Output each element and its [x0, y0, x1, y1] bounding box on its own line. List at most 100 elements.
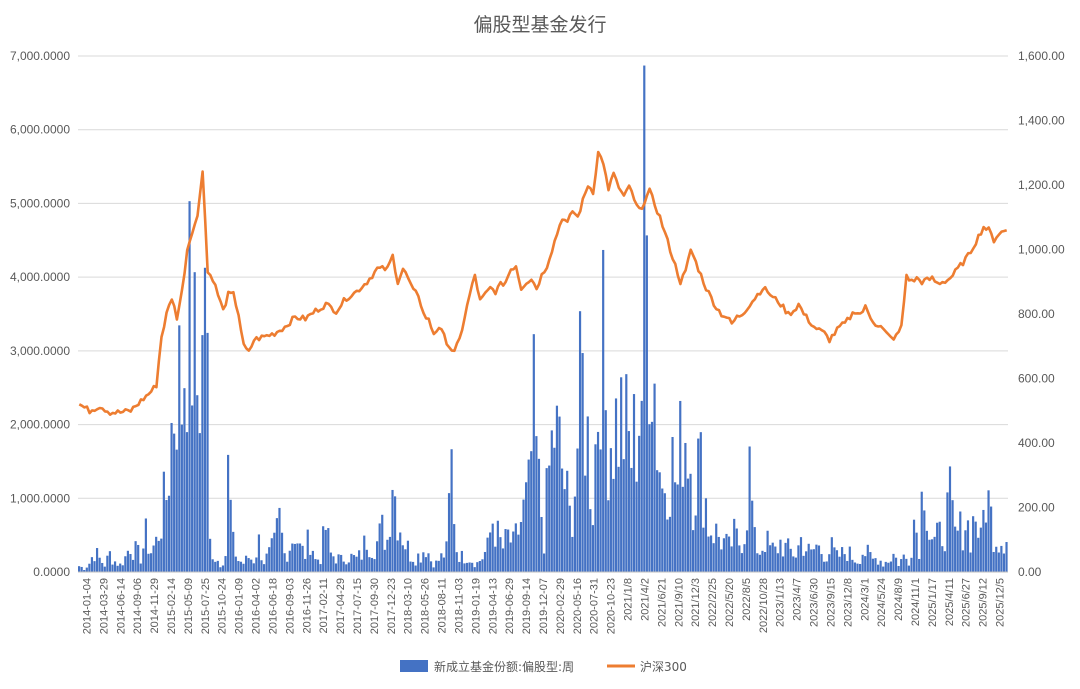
bar — [530, 451, 533, 572]
bar — [766, 530, 769, 572]
bar — [918, 558, 921, 572]
bar — [984, 522, 988, 572]
x-tick-label: 2022/2/25 — [707, 578, 719, 627]
bar — [345, 564, 348, 572]
bar — [630, 467, 633, 572]
bar — [740, 553, 744, 572]
bar — [609, 448, 612, 572]
bar — [90, 557, 94, 572]
x-tick-label: 2021/9/10 — [673, 578, 685, 627]
bar — [884, 561, 887, 572]
bar — [273, 532, 276, 572]
bar — [124, 556, 127, 572]
x-tick-label: 2023/4/7 — [792, 578, 804, 621]
bar — [735, 528, 738, 572]
bar — [992, 551, 995, 572]
bar — [306, 529, 309, 572]
bar — [406, 540, 410, 572]
bar — [131, 559, 135, 572]
bar — [712, 543, 715, 572]
bar — [972, 516, 975, 572]
bar — [833, 547, 836, 572]
bar — [879, 560, 882, 572]
bar — [830, 537, 833, 572]
bar — [342, 561, 345, 572]
bar — [250, 559, 253, 572]
bar — [548, 465, 551, 572]
bar — [689, 473, 692, 572]
bar — [789, 548, 792, 572]
left-axis: 0.0000 1,000.0000 2,000.0000 3,000.0000 4,00… — [10, 49, 70, 579]
bar — [892, 553, 895, 572]
bar — [573, 496, 577, 572]
bar — [360, 559, 363, 572]
bar — [108, 551, 112, 572]
bar — [83, 569, 86, 572]
bar — [453, 524, 456, 572]
bar — [846, 560, 849, 572]
bar — [278, 507, 281, 572]
x-tick-label: 2025/1/17 — [927, 578, 939, 627]
bar — [78, 566, 81, 572]
bar — [897, 565, 900, 572]
bar — [802, 555, 805, 572]
left-tick-label: 2,000.0000 — [10, 418, 70, 432]
bar — [98, 557, 101, 572]
bar — [219, 567, 222, 572]
bar — [478, 561, 481, 572]
x-tick-label: 2023/9/15 — [825, 578, 837, 627]
bar — [853, 562, 857, 572]
x-tick-label: 2017-12-23 — [386, 578, 398, 634]
bar — [198, 433, 201, 572]
bar — [101, 562, 104, 572]
bar — [638, 435, 641, 572]
bar — [121, 565, 124, 572]
bar — [925, 530, 928, 572]
bar — [671, 437, 674, 572]
bar — [856, 563, 859, 572]
bar — [465, 562, 469, 572]
bar — [943, 551, 946, 572]
legend-label-bars: 新成立基金份额:偏股型:周 — [434, 659, 574, 674]
bar — [432, 567, 435, 572]
bar — [396, 540, 399, 572]
x-tick-label: 2024/11/1 — [910, 578, 922, 626]
bar — [363, 535, 366, 572]
x-tick-label: 2014-09-06 — [132, 578, 144, 634]
bar — [183, 388, 186, 572]
right-tick-label: 1,000.00 — [1018, 243, 1065, 257]
bar — [378, 523, 381, 572]
bar — [147, 553, 150, 572]
x-tick-label: 2022/8/5 — [741, 578, 753, 621]
bar — [1005, 542, 1008, 572]
bar-series-fund-issuance — [78, 65, 1008, 573]
bar — [805, 551, 808, 572]
x-tick-label: 2017-09-30 — [369, 578, 381, 634]
bar — [599, 449, 602, 572]
bar — [149, 553, 153, 572]
bar — [594, 444, 597, 572]
bar — [517, 534, 520, 572]
bar — [774, 546, 777, 572]
bar — [727, 536, 731, 572]
bar — [460, 550, 463, 572]
bar — [275, 518, 279, 572]
bar — [152, 545, 155, 572]
bar — [930, 539, 934, 572]
bar — [319, 564, 322, 572]
bar — [409, 561, 412, 572]
bar — [743, 544, 746, 572]
bar — [799, 537, 803, 572]
x-tick-label: 2015-05-09 — [183, 578, 195, 634]
bar — [876, 564, 880, 572]
bar — [286, 561, 289, 572]
bar — [758, 554, 761, 572]
bar — [358, 550, 361, 572]
bar — [332, 556, 335, 572]
bar — [173, 433, 176, 572]
bar — [401, 545, 404, 572]
bar — [203, 267, 207, 572]
x-tick-label: 2020-02-29 — [555, 578, 567, 634]
bar — [563, 489, 566, 572]
